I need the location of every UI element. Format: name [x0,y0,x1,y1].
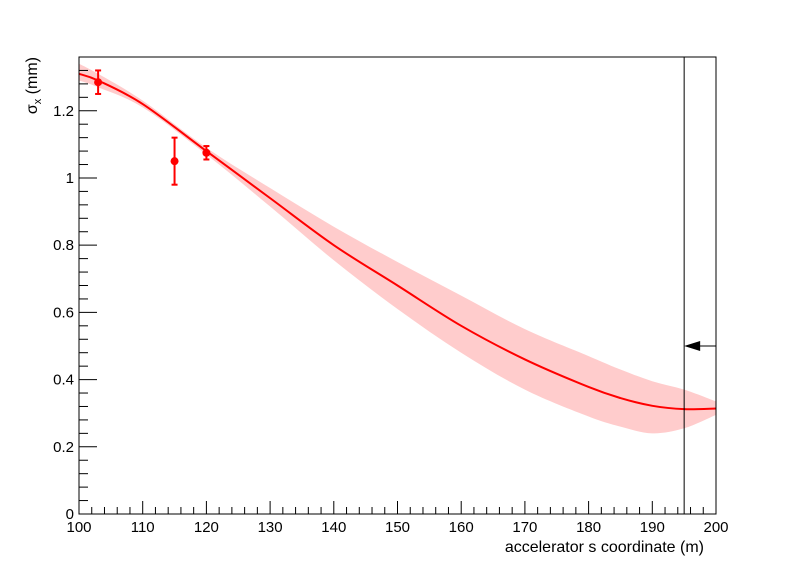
marker-layer [683,57,716,514]
y-tick-label: 1.2 [53,103,74,120]
x-tick-label: 190 [640,519,665,536]
y-tick-label: 0.8 [53,237,74,254]
y-axis-label: σx (mm) [24,57,44,114]
uncertainty-band-layer [79,63,716,434]
y-axis-label-subscript: x [32,98,44,104]
y-tick-label: 0.2 [53,439,74,456]
x-tick-label: 130 [258,519,283,536]
x-tick-label: 170 [512,519,537,536]
x-tick-label: 200 [703,519,728,536]
data-point-2 [170,136,179,186]
uncertainty-band [79,63,716,434]
y-axis: 0 0.2 0.4 0.6 0.8 1 1.2 [53,56,97,523]
arrow-head [684,340,701,351]
x-tick-label: 160 [449,519,474,536]
fit-curve-layer [78,72,717,411]
data-marker [94,78,103,87]
y-axis-label-symbol: σ [24,104,41,114]
data-point-3 [202,145,211,161]
y-tick-label: 0.6 [53,304,74,321]
x-tick-label: 120 [194,519,219,536]
data-marker [170,157,179,166]
x-tick-label: 140 [321,519,346,536]
data-marker [202,148,211,157]
y-tick-label: 1 [66,170,74,187]
x-tick-label: 100 [66,519,91,536]
data-points-layer [94,69,211,186]
x-tick-label: 110 [131,519,155,536]
x-tick-label: 180 [576,519,601,536]
y-tick-label: 0.4 [53,372,74,389]
y-tick-label: 0 [66,506,74,523]
data-point-1 [94,69,103,95]
fit-curve [78,72,717,411]
x-axis: 100 110 120 130 140 150 160 170 180 190 200 [66,501,729,536]
y-axis-label-unit: (mm) [24,57,41,99]
x-tick-label: 150 [385,519,410,536]
x-axis-label: accelerator s coordinate (m) [505,539,704,556]
